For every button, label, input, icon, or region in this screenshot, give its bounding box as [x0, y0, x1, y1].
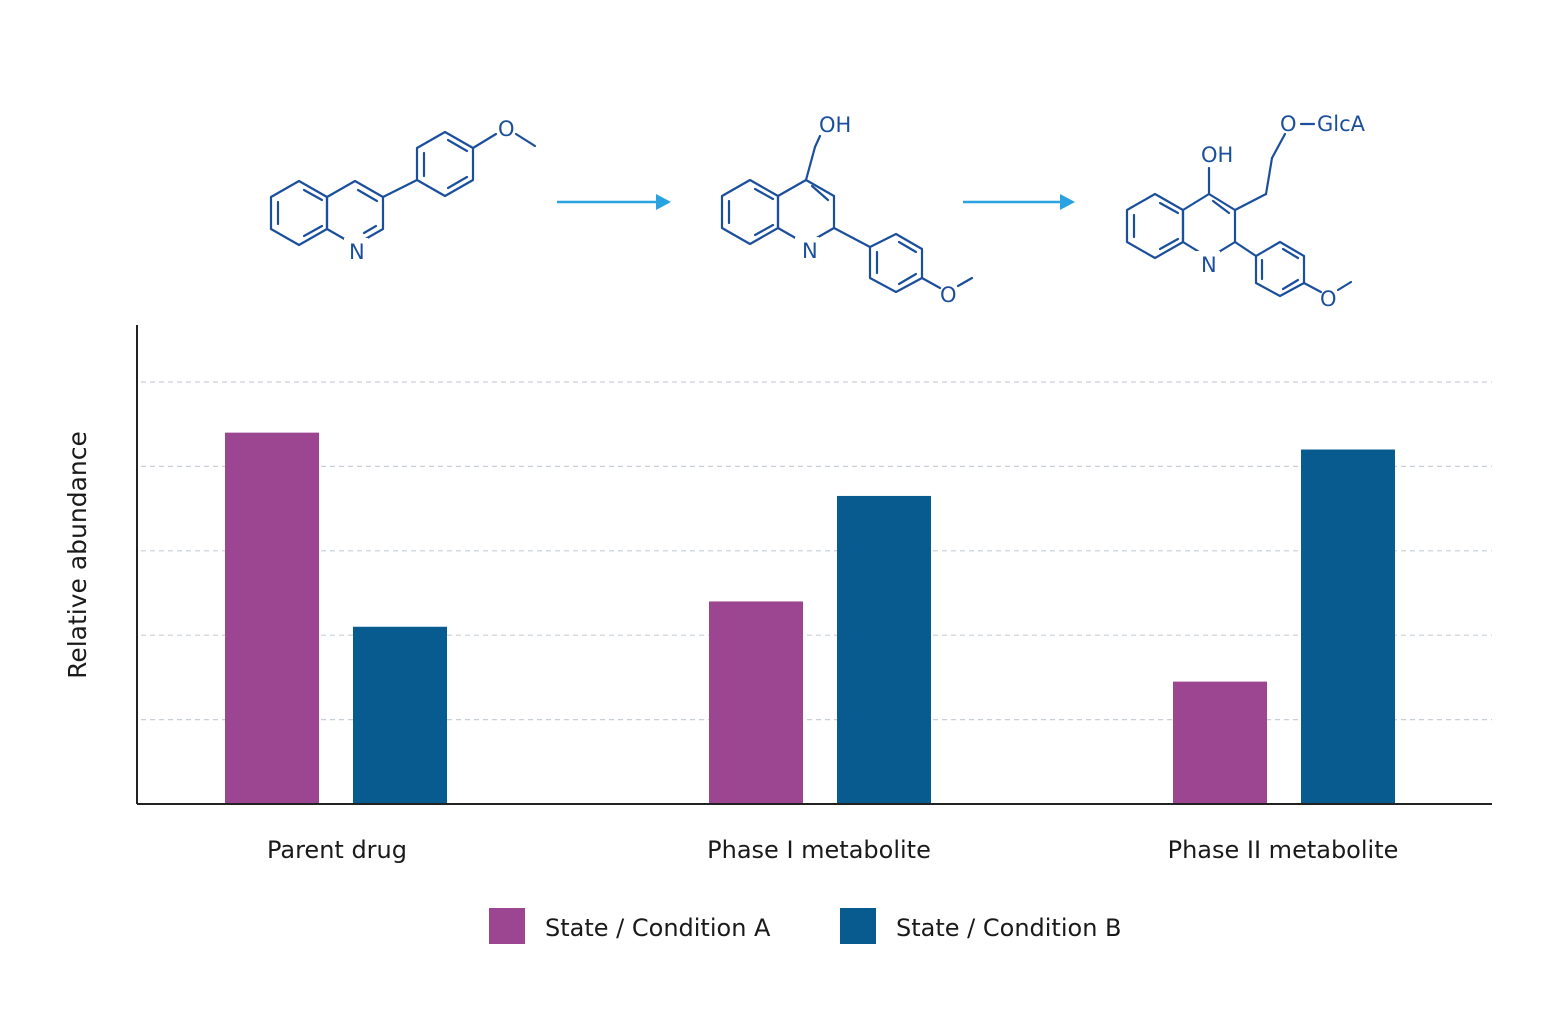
atom-label: O	[1280, 112, 1297, 136]
atom-label: O	[940, 283, 957, 307]
atom-label: GlcA	[1317, 112, 1366, 136]
y-axis-label: Relative abundance	[63, 431, 92, 679]
bar-chart: Parent drug Phase I metabolite Phase II me…	[63, 325, 1492, 864]
x-tick-label: Phase I metabolite	[707, 836, 931, 864]
structure-phase2-metabolite: O GlcA OH N O	[1125, 112, 1366, 311]
legend: State / Condition A State / Condition B	[489, 908, 1122, 944]
x-tick-labels: Parent drug Phase I metabolite Phase II me…	[267, 836, 1398, 864]
atom-label: N	[1201, 253, 1217, 277]
bar-parent-drug-condition-a	[225, 432, 319, 804]
bar-phase1-metabolite-condition-a	[709, 601, 803, 804]
atom-label: O	[1320, 287, 1337, 311]
atom-label: O	[498, 117, 515, 141]
gridlines	[141, 381, 1492, 721]
structure-parent-drug: N O	[269, 117, 537, 264]
legend-label: State / Condition A	[545, 914, 771, 942]
atom-label: N	[349, 240, 365, 264]
bar-phase1-metabolite-condition-b	[837, 495, 931, 804]
reaction-arrow	[557, 194, 671, 210]
atom-label: N	[802, 239, 818, 263]
structure-phase1-metabolite: OH N O	[720, 113, 974, 307]
bar-parent-drug-condition-b	[353, 626, 447, 804]
bars	[225, 432, 1395, 804]
reaction-arrow	[963, 194, 1075, 210]
bar-phase2-metabolite-condition-a	[1173, 681, 1267, 804]
x-tick-label: Phase II metabolite	[1168, 836, 1399, 864]
legend-swatch-condition-a	[489, 908, 525, 944]
x-tick-label: Parent drug	[267, 836, 407, 864]
legend-label: State / Condition B	[896, 914, 1122, 942]
legend-swatch-condition-b	[840, 908, 876, 944]
atom-label: OH	[1201, 143, 1233, 167]
atom-label: OH	[819, 113, 851, 137]
bar-phase2-metabolite-condition-b	[1301, 449, 1395, 804]
